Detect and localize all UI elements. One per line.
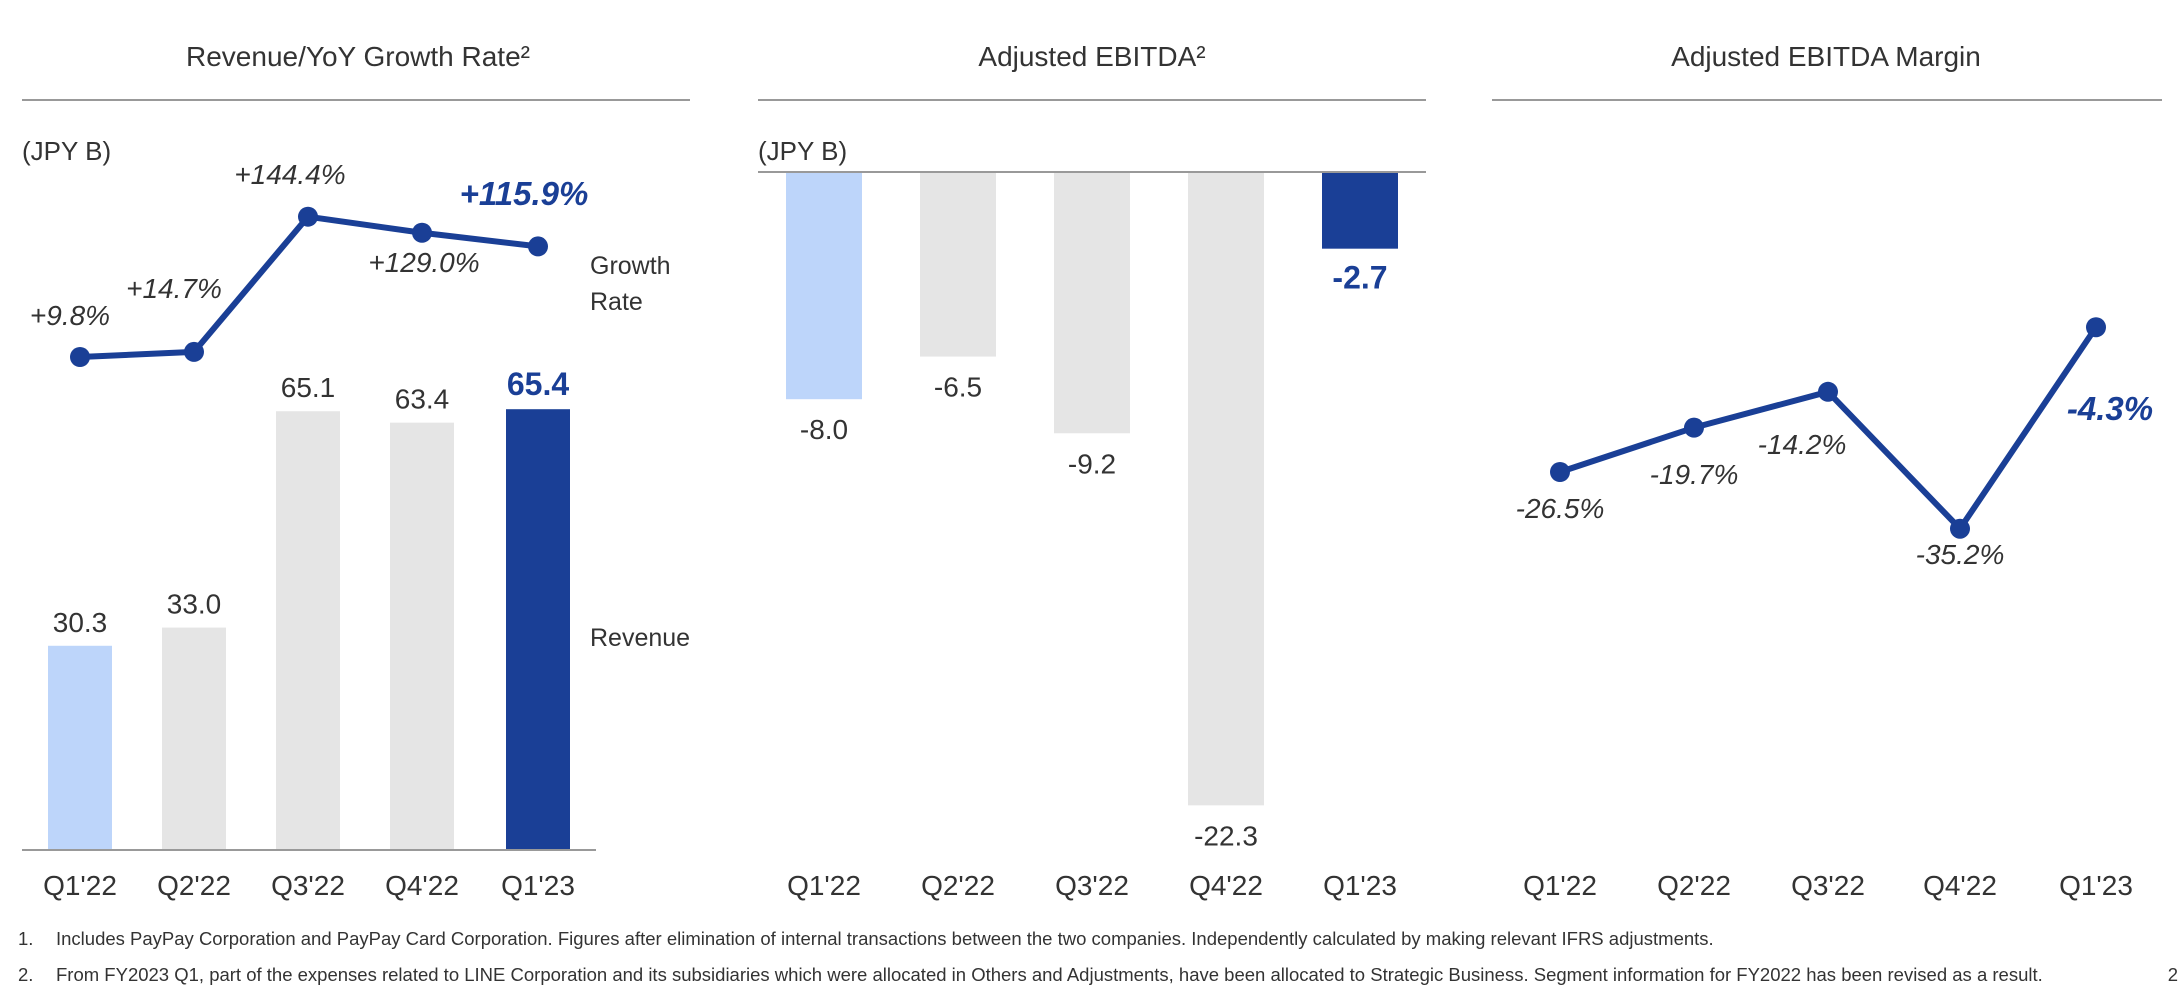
bar-value-label: -9.2 [1068, 448, 1116, 479]
margin-label: -26.5% [1516, 493, 1605, 524]
growth-rate-point [70, 347, 90, 367]
footnote-1: 1. Includes PayPay Corporation and PayPay… [18, 928, 1714, 950]
legend-growth-label: Growth [590, 252, 671, 280]
bar-value-label: 30.3 [53, 607, 108, 638]
revenue-bar [506, 409, 570, 850]
margin-point [1550, 462, 1570, 482]
footnote-number: 1. [18, 928, 34, 949]
growth-rate-label: +9.8% [30, 300, 110, 331]
chart-title: Adjusted EBITDA² [978, 41, 1205, 72]
margin-label: -35.2% [1916, 539, 2005, 570]
growth-rate-label: +144.4% [234, 159, 345, 190]
x-tick-label: Q1'23 [1323, 870, 1397, 901]
ebitda-bar [1322, 172, 1398, 249]
margin-line [1559, 325, 2099, 532]
ebitda-bar [786, 172, 862, 400]
x-tick-label: Q2'22 [157, 870, 231, 901]
bar-value-label: -2.7 [1332, 260, 1387, 296]
growth-rate-label: +129.0% [368, 247, 479, 278]
footnote-text: Includes PayPay Corporation and PayPay C… [56, 928, 1714, 949]
growth-rate-label: +115.9% [460, 175, 589, 212]
footnote-2: 2. From FY2023 Q1, part of the expenses r… [18, 964, 2043, 986]
margin-label: -4.3% [2067, 390, 2153, 427]
footnote-text: From FY2023 Q1, part of the expenses rel… [56, 964, 2043, 985]
margin-label: -19.7% [1650, 459, 1739, 490]
margin-label: -14.2% [1758, 429, 1847, 460]
margin-point [1684, 417, 1704, 438]
x-tick-label: Q4'22 [385, 870, 459, 901]
unit-label: (JPY B) [22, 136, 111, 166]
bar-value-label: 65.1 [281, 372, 336, 403]
revenue-bar [48, 645, 112, 850]
chart-title: Revenue/YoY Growth Rate² [186, 41, 530, 72]
x-tick-label: Q1'22 [787, 870, 861, 901]
bar-value-label: 33.0 [167, 589, 222, 620]
x-tick-label: Q2'22 [1657, 870, 1731, 901]
x-tick-label: Q3'22 [271, 870, 345, 901]
bar-value-label: 63.4 [395, 384, 450, 415]
margin-point [1818, 381, 1838, 402]
unit-label: (JPY B) [758, 136, 847, 166]
x-tick-label: Q1'23 [2059, 870, 2133, 901]
x-tick-label: Q4'22 [1189, 870, 1263, 901]
bar-value-label: -22.3 [1194, 820, 1258, 851]
legend-revenue-label: Revenue [590, 624, 690, 652]
growth-rate-point [528, 236, 548, 257]
revenue-bar [390, 422, 454, 850]
x-tick-label: Q1'22 [43, 870, 117, 901]
legend-rate-label: Rate [590, 288, 643, 316]
ebitda-bar [1188, 172, 1264, 806]
ebitda-margin-chart: Adjusted EBITDA Margin -26.5% -19.7% -14.2%… [1492, 41, 2162, 901]
growth-rate-point [184, 341, 204, 362]
revenue-growth-chart: Revenue/YoY Growth Rate² (JPY B) 30.3 Q1'22… [22, 41, 690, 901]
x-tick-label: Q1'23 [501, 870, 575, 901]
ebitda-bar [1054, 172, 1130, 434]
chart-title: Adjusted EBITDA Margin [1671, 41, 1981, 72]
bar-value-label: -6.5 [934, 372, 982, 403]
x-tick-label: Q3'22 [1055, 870, 1129, 901]
growth-rate-label: +14.7% [126, 273, 222, 304]
margin-point [1950, 518, 1970, 539]
page-number: 2 [2167, 964, 2178, 985]
margin-point [2086, 317, 2106, 338]
footnote-number: 2. [18, 964, 34, 985]
growth-rate-point [298, 206, 318, 227]
x-tick-label: Q2'22 [921, 870, 995, 901]
bar-value-label: 65.4 [507, 366, 569, 402]
adjusted-ebitda-chart: Adjusted EBITDA² (JPY B) -8.0 Q1'22 -6.5 Q2'2… [758, 41, 1426, 901]
ebitda-bar [920, 172, 996, 357]
growth-rate-point [412, 222, 432, 243]
revenue-bar [276, 411, 340, 850]
bar-value-label: -8.0 [800, 414, 848, 445]
x-tick-label: Q4'22 [1923, 870, 1997, 901]
revenue-bar [162, 627, 226, 850]
x-tick-label: Q1'22 [1523, 870, 1597, 901]
x-tick-label: Q3'22 [1791, 870, 1865, 901]
